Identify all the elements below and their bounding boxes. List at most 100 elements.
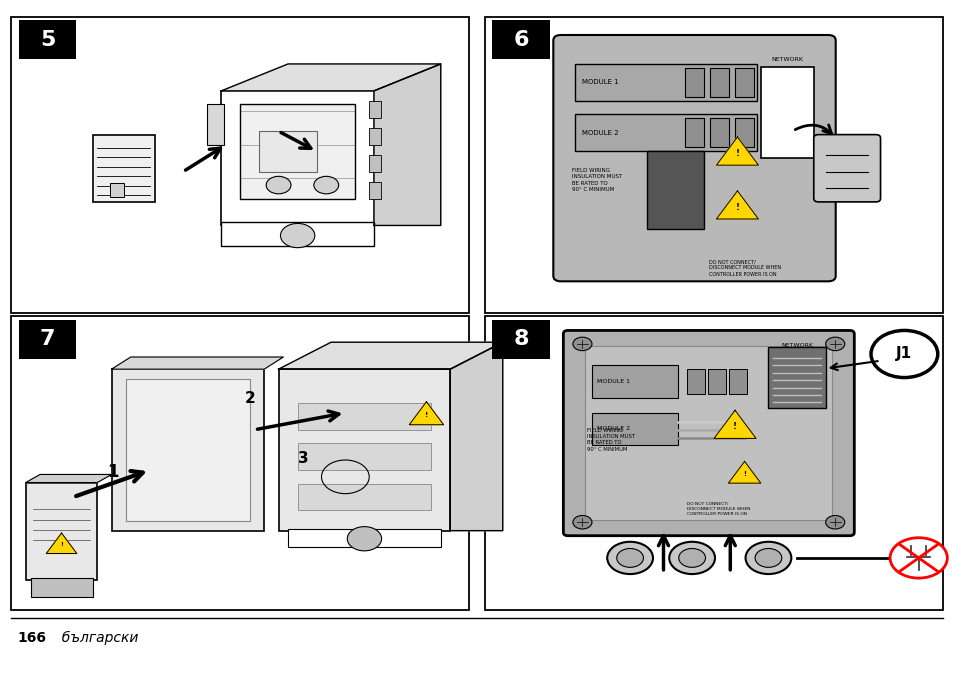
Bar <box>684 118 703 147</box>
Bar <box>585 346 831 520</box>
Text: MODULE 2: MODULE 2 <box>597 426 629 431</box>
Bar <box>591 413 677 445</box>
Bar <box>110 183 124 197</box>
Polygon shape <box>221 64 440 91</box>
Circle shape <box>755 548 781 567</box>
Bar <box>297 402 431 429</box>
Text: 6: 6 <box>513 30 528 50</box>
Bar <box>709 68 728 97</box>
Polygon shape <box>278 343 502 369</box>
Circle shape <box>572 516 591 529</box>
Circle shape <box>669 542 715 574</box>
Text: NETWORK: NETWORK <box>771 57 802 62</box>
Circle shape <box>825 337 844 351</box>
Polygon shape <box>716 191 758 219</box>
Bar <box>684 68 703 97</box>
Polygon shape <box>409 402 443 425</box>
Polygon shape <box>716 137 758 165</box>
FancyBboxPatch shape <box>553 35 835 281</box>
Text: MODULE 1: MODULE 1 <box>597 379 629 384</box>
Circle shape <box>870 330 937 378</box>
Bar <box>707 369 724 394</box>
Bar <box>575 64 756 101</box>
Bar <box>221 222 374 246</box>
FancyBboxPatch shape <box>562 330 854 536</box>
Bar <box>240 104 355 199</box>
Polygon shape <box>26 474 112 483</box>
Circle shape <box>616 548 642 567</box>
Text: !: ! <box>735 149 739 157</box>
Bar <box>207 104 224 145</box>
Text: MODULE 2: MODULE 2 <box>581 130 618 136</box>
Bar <box>686 369 703 394</box>
Text: NETWORK: NETWORK <box>781 343 812 349</box>
Bar <box>19 20 76 59</box>
Polygon shape <box>46 533 76 553</box>
Polygon shape <box>112 357 283 369</box>
Text: 1: 1 <box>107 463 118 481</box>
Bar <box>92 135 154 202</box>
Bar <box>30 578 92 597</box>
Bar <box>484 17 942 313</box>
Text: !: ! <box>742 471 745 477</box>
Polygon shape <box>713 411 755 438</box>
Bar <box>591 365 677 398</box>
Bar <box>768 347 825 408</box>
Bar <box>709 118 728 147</box>
Polygon shape <box>728 462 760 483</box>
Bar <box>492 20 549 59</box>
Bar <box>369 101 380 118</box>
Bar <box>297 483 431 510</box>
Text: FIELD WIRING
INSULATION MUST
BE RATED TO
90° C MINIMUM: FIELD WIRING INSULATION MUST BE RATED TO… <box>587 428 635 452</box>
Bar <box>369 155 380 172</box>
Circle shape <box>679 548 704 567</box>
FancyBboxPatch shape <box>813 135 880 202</box>
Bar <box>126 380 250 521</box>
Bar <box>734 118 753 147</box>
Text: 3: 3 <box>297 452 308 466</box>
Text: DO NOT CONNECT/
DISCONNECT MODULE WHEN
CONTROLLER POWER IS ON: DO NOT CONNECT/ DISCONNECT MODULE WHEN C… <box>708 259 781 277</box>
Text: !: ! <box>735 203 739 211</box>
Bar <box>728 369 746 394</box>
Text: FIELD WIRING
INSULATION MUST
BE RATED TO
90° C MINIMUM: FIELD WIRING INSULATION MUST BE RATED TO… <box>572 168 622 192</box>
Bar <box>484 316 942 610</box>
Circle shape <box>745 542 790 574</box>
Circle shape <box>607 542 652 574</box>
Bar <box>646 151 703 229</box>
Circle shape <box>266 176 291 194</box>
Bar <box>19 320 76 359</box>
Bar <box>369 128 380 145</box>
Bar <box>288 529 440 548</box>
Text: !: ! <box>424 412 428 418</box>
Text: 8: 8 <box>513 329 528 349</box>
Bar <box>575 114 756 151</box>
Circle shape <box>280 223 314 248</box>
Polygon shape <box>450 343 502 530</box>
Text: J1: J1 <box>896 347 911 361</box>
Bar <box>11 316 469 610</box>
Text: !: ! <box>732 422 737 431</box>
Circle shape <box>347 526 381 551</box>
Bar <box>11 17 469 313</box>
Bar <box>297 444 431 470</box>
Text: български: български <box>53 631 138 645</box>
Bar <box>492 320 549 359</box>
Text: 166: 166 <box>17 631 46 645</box>
Text: 7: 7 <box>40 329 55 349</box>
Text: 2: 2 <box>245 391 255 406</box>
Bar <box>112 369 264 530</box>
Circle shape <box>314 176 338 194</box>
Polygon shape <box>374 64 440 225</box>
Bar <box>278 369 450 530</box>
Bar <box>259 131 316 172</box>
Text: !: ! <box>60 542 63 547</box>
Text: DO NOT CONNECT/
DISCONNECT MODULE WHEN
CONTROLLER POWER IS ON: DO NOT CONNECT/ DISCONNECT MODULE WHEN C… <box>686 502 750 516</box>
Bar <box>734 68 753 97</box>
Text: 5: 5 <box>40 30 55 50</box>
Circle shape <box>572 337 591 351</box>
Bar <box>760 67 813 158</box>
Bar <box>26 483 97 580</box>
Circle shape <box>825 516 844 529</box>
Circle shape <box>889 538 946 578</box>
Bar <box>221 91 374 225</box>
